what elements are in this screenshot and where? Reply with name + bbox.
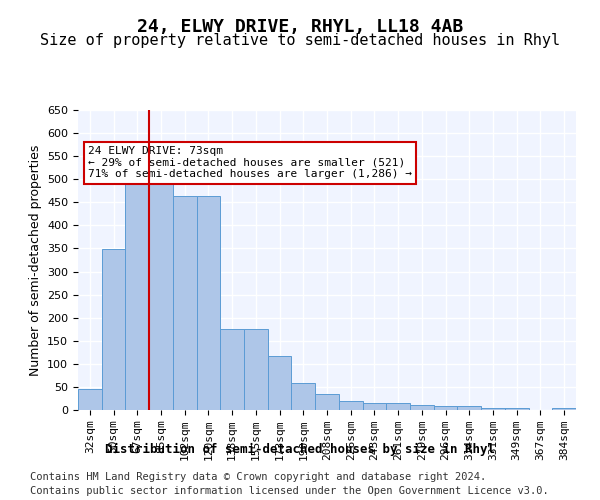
Bar [268, 356, 292, 410]
Bar [315, 394, 339, 410]
Bar [552, 408, 576, 410]
Text: 24 ELWY DRIVE: 73sqm
← 29% of semi-detached houses are smaller (521)
71% of semi: 24 ELWY DRIVE: 73sqm ← 29% of semi-detac… [88, 146, 412, 179]
Bar [220, 329, 244, 410]
Y-axis label: Number of semi-detached properties: Number of semi-detached properties [29, 144, 41, 376]
Bar [102, 250, 125, 410]
Bar [149, 162, 173, 410]
Text: Contains public sector information licensed under the Open Government Licence v3: Contains public sector information licen… [30, 486, 549, 496]
Bar [292, 383, 315, 410]
Bar [386, 403, 410, 410]
Bar [505, 408, 529, 410]
Bar [78, 389, 102, 410]
Bar [410, 406, 434, 410]
Bar [197, 196, 220, 410]
Bar [339, 401, 362, 410]
Text: Distribution of semi-detached houses by size in Rhyl: Distribution of semi-detached houses by … [105, 442, 495, 456]
Bar [173, 196, 197, 410]
Text: Contains HM Land Registry data © Crown copyright and database right 2024.: Contains HM Land Registry data © Crown c… [30, 472, 486, 482]
Bar [481, 408, 505, 410]
Text: Size of property relative to semi-detached houses in Rhyl: Size of property relative to semi-detach… [40, 32, 560, 48]
Bar [362, 403, 386, 410]
Bar [125, 162, 149, 410]
Bar [457, 406, 481, 410]
Bar [434, 406, 457, 410]
Text: 24, ELWY DRIVE, RHYL, LL18 4AB: 24, ELWY DRIVE, RHYL, LL18 4AB [137, 18, 463, 36]
Bar [244, 329, 268, 410]
